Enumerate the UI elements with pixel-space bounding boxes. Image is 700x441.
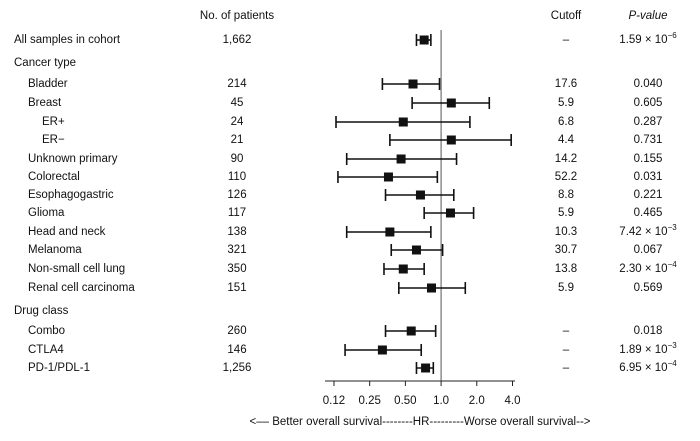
row-label: Renal cell carcinoma bbox=[28, 282, 135, 294]
patients-count: 117 bbox=[227, 207, 247, 219]
p-value: 6.95 × 10−4 bbox=[619, 359, 677, 374]
pvalue-column-header: P-value bbox=[629, 10, 668, 22]
hr-point bbox=[398, 117, 408, 127]
row-label: Non-small cell lung bbox=[28, 263, 126, 275]
hr-point bbox=[398, 264, 408, 274]
p-value-exponent: −3 bbox=[667, 223, 677, 233]
patients-count: 110 bbox=[227, 171, 247, 183]
cutoff-value: – bbox=[562, 34, 570, 46]
p-value: 0.605 bbox=[633, 97, 663, 109]
p-value-exponent: −4 bbox=[667, 260, 677, 270]
p-value: 0.040 bbox=[633, 78, 663, 90]
hr-point bbox=[408, 79, 418, 89]
group-label: Cancer type bbox=[14, 57, 77, 69]
cutoff-value: 6.8 bbox=[558, 116, 574, 128]
row-label: Colorectal bbox=[28, 171, 80, 183]
cutoff-value: 10.3 bbox=[554, 226, 578, 238]
p-value: 0.155 bbox=[633, 153, 663, 165]
patients-count: 260 bbox=[227, 325, 247, 337]
p-value-exponent: −3 bbox=[667, 341, 677, 351]
patients-count: 126 bbox=[227, 189, 247, 201]
p-value: 1.59 × 10−6 bbox=[619, 31, 677, 46]
cutoff-value: 13.8 bbox=[554, 263, 578, 275]
p-value: 7.42 × 10−3 bbox=[619, 223, 677, 238]
pvalue-p-letter: P-value bbox=[628, 10, 668, 22]
cutoff-value: 8.8 bbox=[558, 189, 574, 201]
hr-point bbox=[385, 227, 395, 237]
hr-point bbox=[421, 363, 431, 373]
x-tick-label: 1.0 bbox=[433, 395, 450, 407]
patients-count: 1,662 bbox=[222, 34, 252, 46]
cutoff-value: 17.6 bbox=[554, 78, 578, 90]
p-value-exponent: −6 bbox=[667, 31, 677, 41]
group-label: Drug class bbox=[14, 305, 69, 317]
patients-count: 350 bbox=[227, 263, 247, 275]
hr-point bbox=[377, 345, 387, 355]
cutoff-value: 4.4 bbox=[558, 134, 574, 146]
row-label: ER− bbox=[42, 134, 65, 146]
cutoff-value: – bbox=[562, 362, 570, 374]
patients-count: 90 bbox=[230, 153, 244, 165]
p-value: 1.89 × 10−3 bbox=[619, 341, 677, 356]
cutoff-value: 5.9 bbox=[558, 207, 574, 219]
patients-count: 214 bbox=[227, 78, 247, 90]
hr-point bbox=[426, 283, 436, 293]
p-value: 0.031 bbox=[633, 171, 663, 183]
p-value: 0.287 bbox=[633, 116, 663, 128]
cutoff-value: – bbox=[562, 344, 570, 356]
row-label: Head and neck bbox=[28, 226, 106, 238]
hr-point bbox=[446, 98, 456, 108]
x-tick-label: 4.0 bbox=[504, 395, 521, 407]
hr-point bbox=[419, 35, 429, 45]
cutoff-value: 14.2 bbox=[554, 153, 578, 165]
patients-count: 45 bbox=[230, 97, 244, 109]
cutoff-value: 5.9 bbox=[558, 97, 574, 109]
patients-column-header: No. of patients bbox=[199, 10, 275, 22]
patients-count: 138 bbox=[227, 226, 247, 238]
p-value: 0.465 bbox=[633, 207, 663, 219]
cutoff-value: 30.7 bbox=[554, 244, 578, 256]
patients-count: 321 bbox=[227, 244, 247, 256]
row-label: ER+ bbox=[42, 116, 65, 128]
x-axis-label: <–– Better overall survival--------HR---… bbox=[249, 416, 591, 428]
x-tick-label: 0.25 bbox=[358, 395, 381, 407]
p-value: 0.221 bbox=[633, 189, 663, 201]
p-value: 0.731 bbox=[633, 134, 663, 146]
cutoff-value: – bbox=[562, 325, 570, 337]
p-value: 0.569 bbox=[633, 282, 663, 294]
patients-count: 21 bbox=[230, 134, 244, 146]
p-value: 0.018 bbox=[633, 325, 663, 337]
hr-point bbox=[445, 208, 455, 218]
patients-count: 1,256 bbox=[222, 362, 252, 374]
row-label: Bladder bbox=[28, 78, 68, 90]
cutoff-value: 52.2 bbox=[554, 171, 578, 183]
patients-count: 146 bbox=[227, 344, 247, 356]
hr-point bbox=[383, 172, 393, 182]
hr-point bbox=[411, 245, 421, 255]
cutoff-value: 5.9 bbox=[558, 282, 574, 294]
row-label: Breast bbox=[28, 97, 62, 109]
patients-count: 24 bbox=[230, 116, 244, 128]
row-label: Glioma bbox=[28, 207, 65, 219]
hr-point bbox=[446, 135, 456, 145]
hr-point bbox=[406, 326, 416, 336]
row-label: Esophagogastric bbox=[28, 189, 114, 201]
p-value-exponent: −4 bbox=[667, 359, 677, 369]
x-tick-label: 0.12 bbox=[322, 395, 346, 407]
row-label: All samples in cohort bbox=[14, 34, 121, 46]
row-label: Melanoma bbox=[28, 244, 82, 256]
x-tick-label: 0.50 bbox=[394, 395, 417, 407]
x-tick-label: 2.0 bbox=[468, 395, 485, 407]
hr-point bbox=[396, 154, 406, 164]
cutoff-column-header: Cutoff bbox=[550, 10, 582, 22]
p-value: 2.30 × 10−4 bbox=[619, 260, 677, 275]
row-label: CTLA4 bbox=[28, 344, 64, 356]
p-value: 0.067 bbox=[633, 244, 663, 256]
row-label: PD-1/PDL-1 bbox=[28, 362, 90, 374]
hr-point bbox=[415, 190, 425, 200]
row-label: Combo bbox=[28, 325, 66, 337]
row-label: Unknown primary bbox=[28, 153, 118, 165]
patients-count: 151 bbox=[227, 282, 247, 294]
